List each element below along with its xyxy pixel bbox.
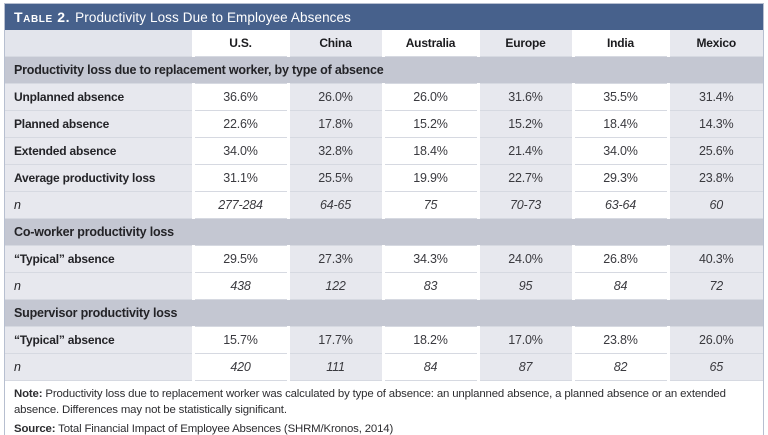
- row-label: Average productivity loss: [5, 164, 195, 192]
- data-cell: 84: [383, 353, 480, 381]
- row-label: Unplanned absence: [5, 83, 195, 111]
- column-header-europe: Europe: [478, 30, 575, 57]
- data-cell: 22.7%: [478, 164, 575, 192]
- data-cell: 122: [288, 272, 385, 300]
- table-row: n 438 122 83 95 84 72: [5, 272, 763, 300]
- data-cell: 75: [383, 191, 480, 219]
- data-cell: 17.7%: [288, 326, 385, 354]
- data-cell: 34.3%: [383, 245, 480, 273]
- table-title-text: Productivity Loss Due to Employee Absenc…: [75, 9, 351, 25]
- data-cell: 22.6%: [193, 110, 290, 138]
- section-header-row: Co-worker productivity loss: [5, 218, 763, 246]
- data-cell: 24.0%: [478, 245, 575, 273]
- row-label: n: [5, 272, 195, 300]
- data-cell: 64-65: [288, 191, 385, 219]
- data-cell: 420: [193, 353, 290, 381]
- source-text: Total Financial Impact of Employee Absen…: [55, 423, 394, 435]
- table-number-label: Table 2.: [14, 9, 71, 25]
- data-cell: 31.6%: [478, 83, 575, 111]
- data-cell: 26.0%: [668, 326, 763, 354]
- data-cell: 26.8%: [573, 245, 670, 273]
- table-footnotes: Note: Productivity loss due to replaceme…: [5, 381, 763, 435]
- column-header-china: China: [288, 30, 385, 57]
- data-cell: 17.8%: [288, 110, 385, 138]
- data-cell: 84: [573, 272, 670, 300]
- row-label: “Typical” absence: [5, 326, 195, 354]
- data-cell: 15.7%: [193, 326, 290, 354]
- data-cell: 25.5%: [288, 164, 385, 192]
- data-cell: 27.3%: [288, 245, 385, 273]
- column-header-mexico: Mexico: [668, 30, 763, 57]
- data-cell: 18.2%: [383, 326, 480, 354]
- source-label: Source:: [14, 423, 56, 435]
- data-cell: 82: [573, 353, 670, 381]
- table-row: Unplanned absence 36.6% 26.0% 26.0% 31.6% 35.…: [5, 83, 763, 111]
- section-header-label: Productivity loss due to replacement wor…: [5, 56, 763, 84]
- data-cell: 83: [383, 272, 480, 300]
- note-text: Productivity loss due to replacement wor…: [14, 388, 726, 416]
- column-header-row: U.S. China Australia Europe India Mexico: [5, 30, 763, 57]
- data-cell: 21.4%: [478, 137, 575, 165]
- table-row: Extended absence 34.0% 32.8% 18.4% 21.4% 34.0…: [5, 137, 763, 165]
- data-cell: 65: [668, 353, 763, 381]
- data-cell: 18.4%: [573, 110, 670, 138]
- section-header-label: Co-worker productivity loss: [5, 218, 763, 246]
- data-cell: 72: [668, 272, 763, 300]
- data-cell: 36.6%: [193, 83, 290, 111]
- note-label: Note:: [14, 388, 43, 400]
- data-cell: 23.8%: [668, 164, 763, 192]
- data-cell: 26.0%: [383, 83, 480, 111]
- data-cell: 26.0%: [288, 83, 385, 111]
- data-cell: 14.3%: [668, 110, 763, 138]
- column-header-australia: Australia: [383, 30, 480, 57]
- row-label: Planned absence: [5, 110, 195, 138]
- data-cell: 277-284: [193, 191, 290, 219]
- table-row: Average productivity loss 31.1% 25.5% 19.9%…: [5, 164, 763, 192]
- data-cell: 95: [478, 272, 575, 300]
- data-cell: 29.3%: [573, 164, 670, 192]
- table-row: n 420 111 84 87 82 65: [5, 353, 763, 381]
- row-label: “Typical” absence: [5, 245, 195, 273]
- data-cell: 25.6%: [668, 137, 763, 165]
- corner-cell: [5, 30, 195, 57]
- data-cell: 19.9%: [383, 164, 480, 192]
- data-cell: 15.2%: [478, 110, 575, 138]
- data-cell: 438: [193, 272, 290, 300]
- data-cell: 31.4%: [668, 83, 763, 111]
- section-header-row: Productivity loss due to replacement wor…: [5, 56, 763, 84]
- column-header-us: U.S.: [193, 30, 290, 57]
- table-row: “Typical” absence 29.5% 27.3% 34.3% 24.0% 26.…: [5, 245, 763, 273]
- data-cell: 34.0%: [573, 137, 670, 165]
- table-row: “Typical” absence 15.7% 17.7% 18.2% 17.0% 23.…: [5, 326, 763, 354]
- data-cell: 35.5%: [573, 83, 670, 111]
- data-cell: 87: [478, 353, 575, 381]
- table-title-bar: Table 2. Productivity Loss Due to Employ…: [5, 4, 763, 30]
- productivity-loss-table: U.S. China Australia Europe India Mexico Prod…: [5, 30, 763, 381]
- column-header-india: India: [573, 30, 670, 57]
- data-cell: 60: [668, 191, 763, 219]
- table-row: n 277-284 64-65 75 70-73 63-64 60: [5, 191, 763, 219]
- data-cell: 34.0%: [193, 137, 290, 165]
- data-cell: 70-73: [478, 191, 575, 219]
- source-line: Source: Total Financial Impact of Employ…: [14, 422, 754, 435]
- data-cell: 63-64: [573, 191, 670, 219]
- data-cell: 17.0%: [478, 326, 575, 354]
- row-label: Extended absence: [5, 137, 195, 165]
- data-cell: 18.4%: [383, 137, 480, 165]
- table-2-productivity-loss: Table 2. Productivity Loss Due to Employ…: [4, 3, 764, 435]
- row-label: n: [5, 353, 195, 381]
- section-header-row: Supervisor productivity loss: [5, 299, 763, 327]
- table-row: Planned absence 22.6% 17.8% 15.2% 15.2% 18.4%…: [5, 110, 763, 138]
- data-cell: 40.3%: [668, 245, 763, 273]
- row-label: n: [5, 191, 195, 219]
- section-header-label: Supervisor productivity loss: [5, 299, 763, 327]
- data-cell: 29.5%: [193, 245, 290, 273]
- data-cell: 111: [288, 353, 385, 381]
- data-cell: 32.8%: [288, 137, 385, 165]
- note-line: Note: Productivity loss due to replaceme…: [14, 387, 754, 418]
- data-cell: 23.8%: [573, 326, 670, 354]
- data-cell: 31.1%: [193, 164, 290, 192]
- data-cell: 15.2%: [383, 110, 480, 138]
